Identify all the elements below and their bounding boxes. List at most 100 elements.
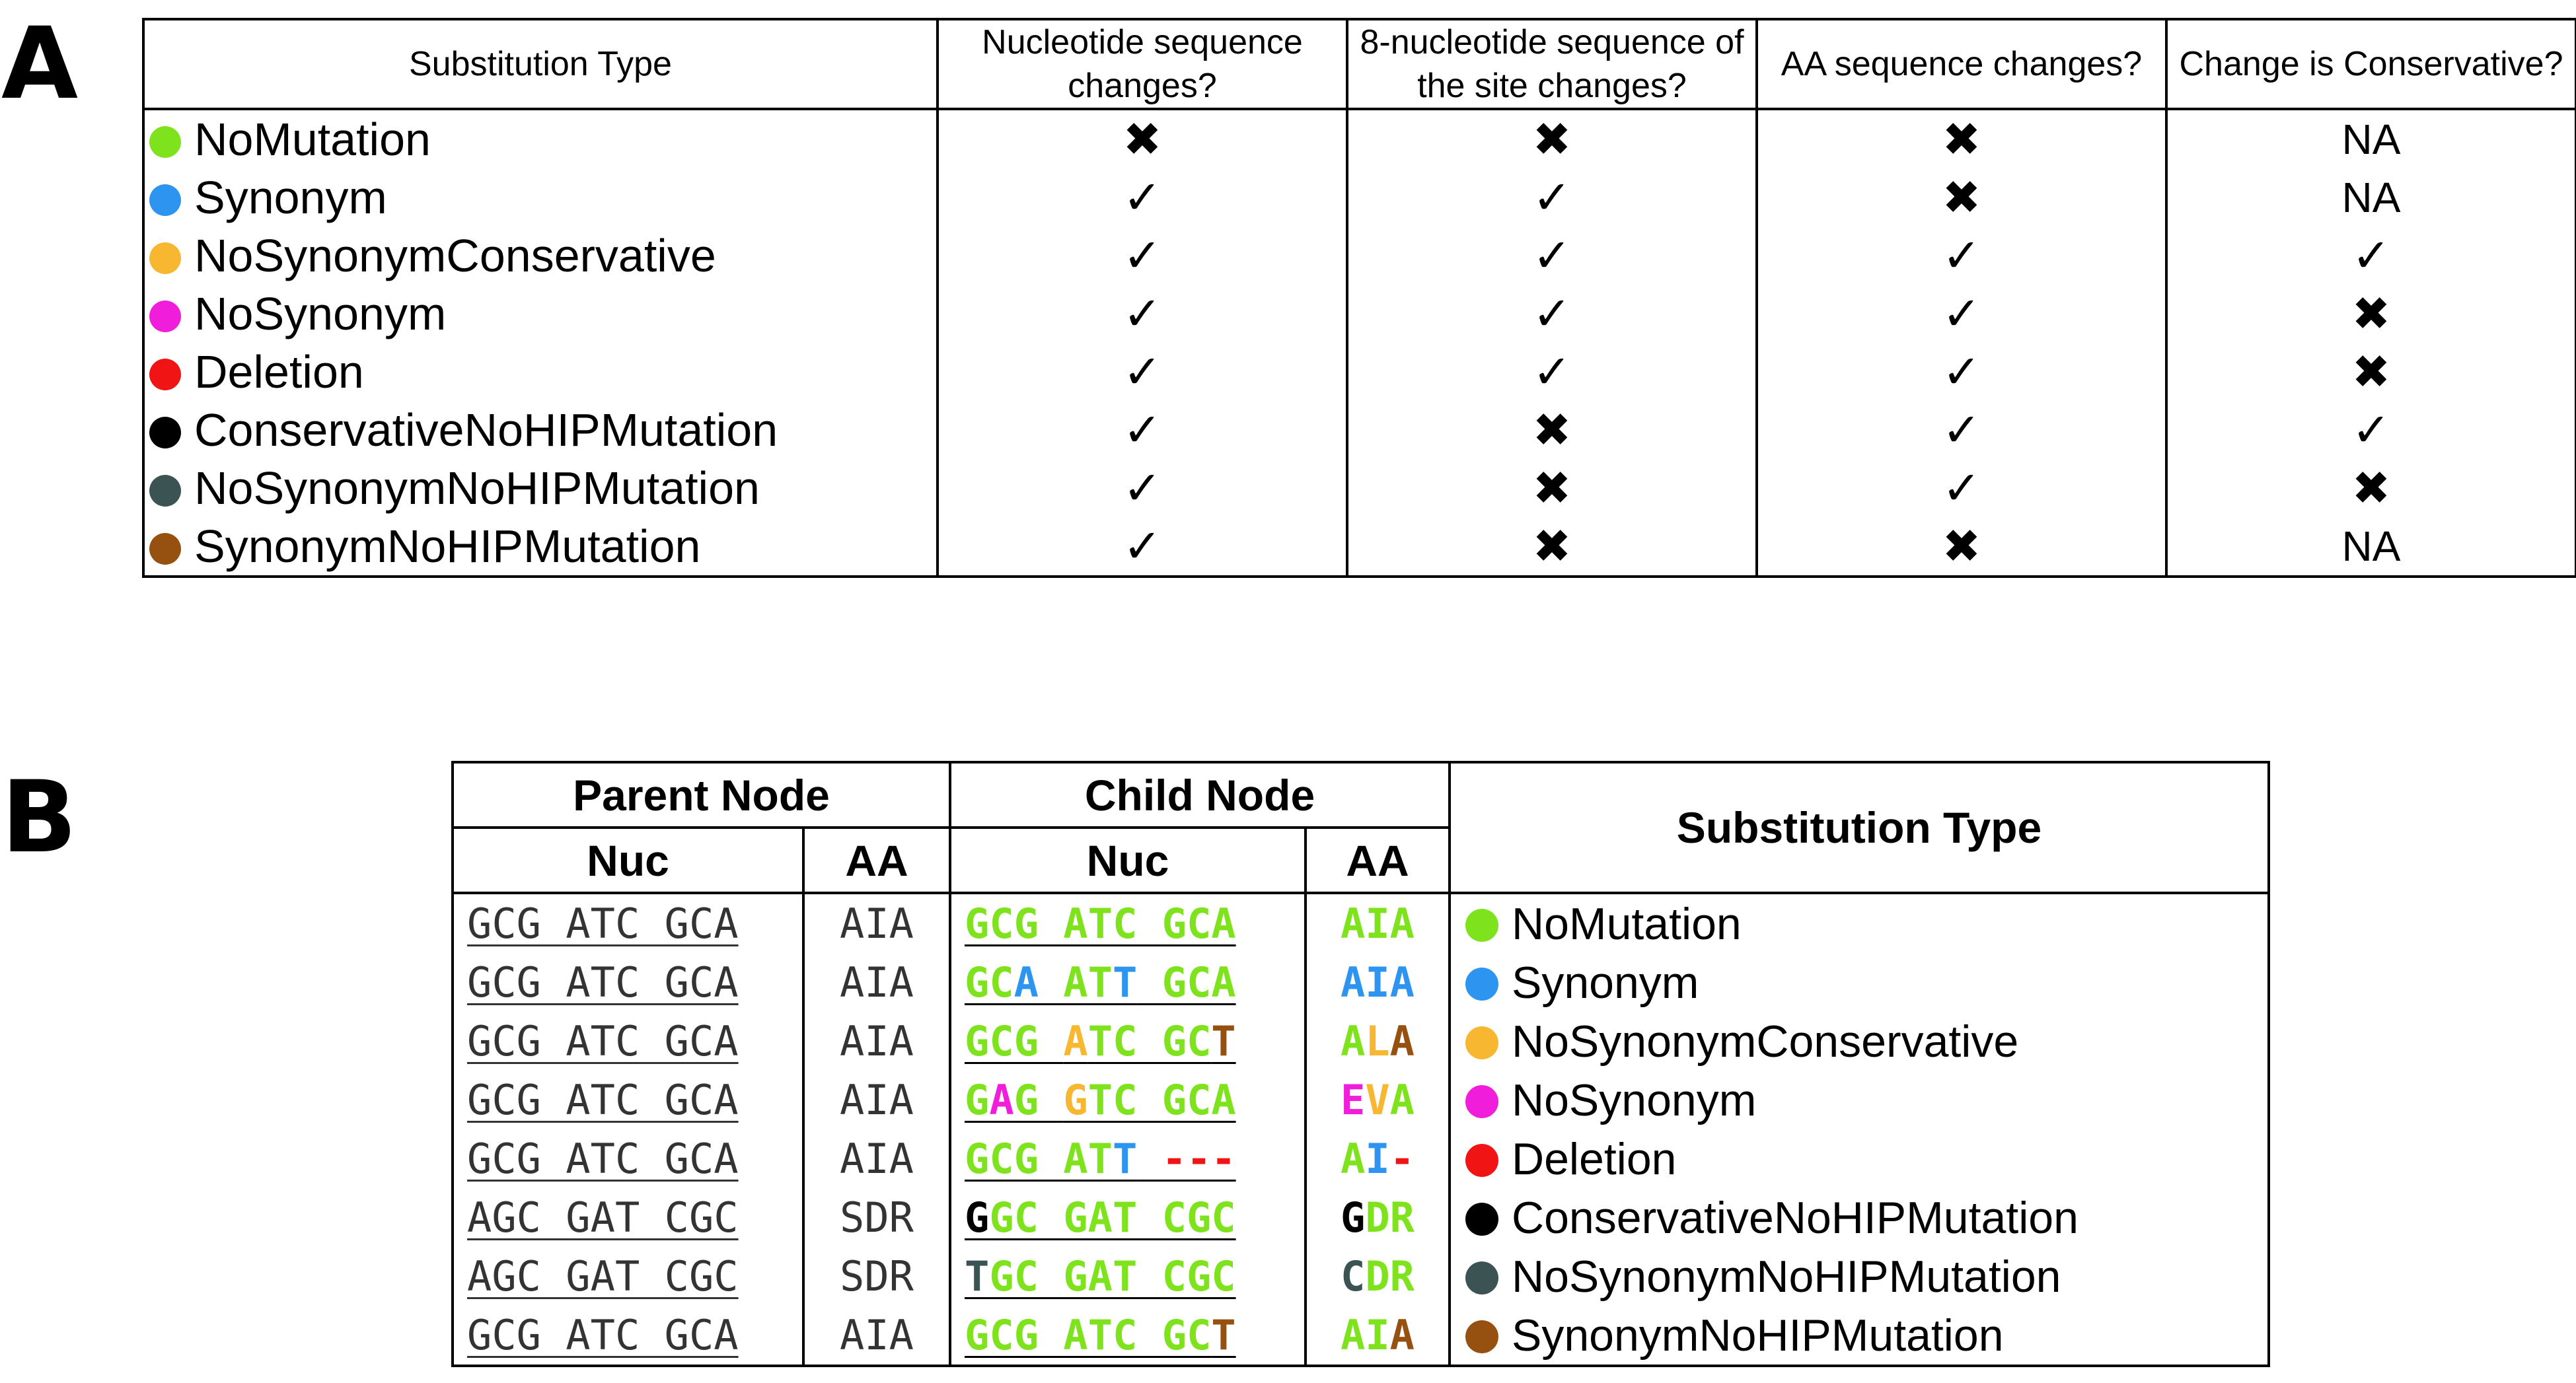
color-dot-icon <box>149 359 181 390</box>
parent-aa-cell: AIA <box>802 892 951 953</box>
substitution-type-label: NoSynonym <box>1512 1075 1757 1125</box>
aa-segment: DR <box>1365 1193 1415 1242</box>
table-row: AGC GAT CGC SDR GGC GAT CGC GDR Conservative… <box>451 1188 2270 1247</box>
panel-a-label: A <box>1 7 79 122</box>
parent-aa-cell: AIA <box>802 953 951 1012</box>
child-aa-cell: AIA <box>1304 1306 1451 1367</box>
nuc-segment: G <box>1013 1076 1064 1124</box>
color-dot-icon <box>149 533 181 565</box>
substitution-type-label: SynonymNoHIPMutation <box>194 520 701 572</box>
parent-nuc-sequence: GCG ATC GCA <box>467 958 739 1007</box>
child-aa-cell: AI- <box>1304 1129 1451 1188</box>
color-dot-icon <box>149 242 181 274</box>
substitution-type-label: NoMutation <box>1512 898 1742 949</box>
header-child-aa: AA <box>1304 826 1451 894</box>
table-row: NoSynonym ✓ ✓ ✓ ✖ <box>142 285 2576 343</box>
check-icon: ✓ <box>936 168 1348 227</box>
table-a-header-row: Substitution Type Nucleotide sequence ch… <box>142 18 2576 110</box>
parent-nuc-sequence: GCG ATC GCA <box>467 1017 739 1065</box>
aa-segment: C <box>1341 1252 1366 1300</box>
cross-icon: ✖ <box>1755 108 2168 168</box>
parent-nuc-cell: GCG ATC GCA <box>451 953 805 1012</box>
check-icon: ✓ <box>1346 168 1758 227</box>
parent-nuc-cell: GCG ATC GCA <box>451 1129 805 1188</box>
cross-icon: ✖ <box>2165 343 2576 401</box>
child-nuc-cell: GCG ATC GCT <box>949 1306 1307 1367</box>
substitution-type-cell: ConservativeNoHIPMutation <box>1448 1188 2270 1247</box>
parent-nuc-cell: GCG ATC GCA <box>451 1012 805 1071</box>
table-row: NoSynonymNoHIPMutation ✓ ✖ ✓ ✖ <box>142 459 2576 517</box>
substitution-type-cell: ConservativeNoHIPMutation <box>142 401 939 459</box>
nuc-segment: GCG ATC GCA <box>965 900 1236 948</box>
substitution-criteria-table: Substitution Type Nucleotide sequence ch… <box>142 18 2576 578</box>
child-nuc-sequence: GAG GTC GCA <box>965 1076 1236 1124</box>
child-nuc-cell: GCG ATC GCA <box>949 892 1307 953</box>
header-nucleotide-changes: Nucleotide sequence changes? <box>936 18 1348 110</box>
nuc-segment: T <box>1112 958 1138 1007</box>
color-dot-icon <box>149 301 181 332</box>
nuc-segment: GCG AT <box>965 1135 1113 1183</box>
cross-icon: ✖ <box>936 108 1348 168</box>
color-dot-icon <box>1465 1084 1498 1118</box>
child-nuc-sequence: GCG ATT --- <box>965 1135 1236 1183</box>
color-dot-icon <box>1465 967 1498 1001</box>
substitution-type-cell: NoSynonymNoHIPMutation <box>142 459 939 517</box>
parent-aa-cell: AIA <box>802 1071 951 1129</box>
check-icon: ✓ <box>1755 459 2168 517</box>
aa-segment: A <box>1341 1135 1366 1183</box>
nuc-segment: GC <box>965 958 1014 1007</box>
substitution-type-label: NoSynonymConservative <box>1512 1016 2019 1067</box>
substitution-type-label: NoSynonymNoHIPMutation <box>194 462 760 514</box>
substitution-type-cell: SynonymNoHIPMutation <box>142 517 939 578</box>
check-icon: ✓ <box>1346 285 1758 343</box>
substitution-type-cell: NoSynonym <box>142 285 939 343</box>
nuc-segment: G <box>965 1076 990 1124</box>
aa-segment: AIA <box>1341 900 1415 948</box>
aa-segment: A <box>1389 1076 1415 1124</box>
check-icon: ✓ <box>936 459 1348 517</box>
header-parent-aa: AA <box>802 826 951 894</box>
cross-icon: ✖ <box>1346 108 1758 168</box>
child-aa-cell: ALA <box>1304 1012 1451 1071</box>
substitution-type-label: NoSynonym <box>194 288 447 339</box>
substitution-type-label: ConservativeNoHIPMutation <box>194 404 778 456</box>
aa-segment: AIA <box>1341 958 1415 1007</box>
parent-nuc-cell: AGC GAT CGC <box>451 1188 805 1247</box>
header-child-nuc: Nuc <box>949 826 1307 894</box>
aa-segment: A <box>1389 1311 1415 1359</box>
substitution-type-cell: NoMutation <box>1448 892 2270 953</box>
aa-segment: G <box>1341 1193 1366 1242</box>
header-parent-nuc: Nuc <box>451 826 805 894</box>
child-nuc-sequence: GCG ATC GCT <box>965 1017 1236 1065</box>
nuc-segment: GC GAT CGC <box>989 1252 1236 1300</box>
na-value: NA <box>2165 517 2576 578</box>
cross-icon: ✖ <box>1755 168 2168 227</box>
parent-aa-cell: AIA <box>802 1306 951 1367</box>
substitution-type-cell: NoSynonym <box>1448 1071 2270 1129</box>
check-icon: ✓ <box>1755 285 2168 343</box>
table-row: NoMutation ✖ ✖ ✖ NA <box>142 108 2576 168</box>
substitution-type-cell: Synonym <box>142 168 939 227</box>
check-icon: ✓ <box>2165 227 2576 285</box>
color-dot-icon <box>149 417 181 448</box>
check-icon: ✓ <box>1346 343 1758 401</box>
substitution-type-label: Deletion <box>1512 1133 1677 1184</box>
table-row: GCG ATC GCA AIA GCG ATC GCT ALA NoSynonymCon… <box>451 1012 2270 1071</box>
nuc-segment: T <box>1211 1311 1236 1359</box>
cross-icon: ✖ <box>1346 401 1758 459</box>
child-nuc-cell: GAG GTC GCA <box>949 1071 1307 1129</box>
table-row: SynonymNoHIPMutation ✓ ✖ ✖ NA <box>142 517 2576 578</box>
check-icon: ✓ <box>936 401 1348 459</box>
substitution-type-label: SynonymNoHIPMutation <box>1512 1310 2004 1361</box>
aa-segment: - <box>1389 1135 1415 1183</box>
substitution-type-label: Synonym <box>1512 957 1699 1008</box>
na-value: NA <box>2165 108 2576 168</box>
nuc-segment: GCG ATC GC <box>965 1311 1212 1359</box>
child-aa-cell: GDR <box>1304 1188 1451 1247</box>
substitution-type-label: NoMutation <box>194 114 431 165</box>
parent-aa-cell: SDR <box>802 1188 951 1247</box>
child-nuc-cell: GCG ATT --- <box>949 1129 1307 1188</box>
substitution-type-cell: Deletion <box>142 343 939 401</box>
child-aa-cell: EVA <box>1304 1071 1451 1129</box>
aa-segment: E <box>1341 1076 1366 1124</box>
